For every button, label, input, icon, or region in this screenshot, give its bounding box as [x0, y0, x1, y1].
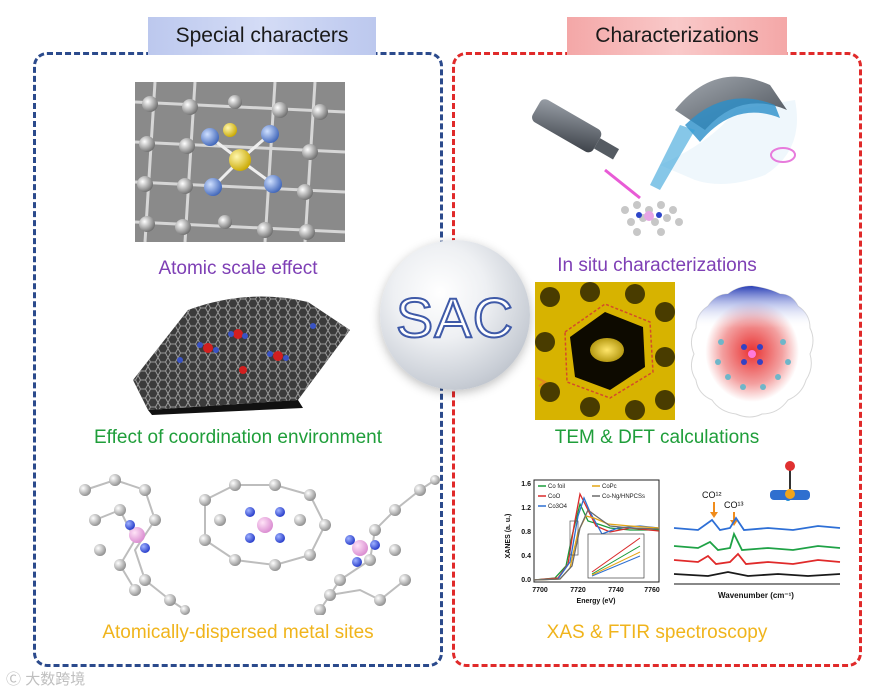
xanes-xtick-label: 7720: [570, 587, 586, 594]
in-situ-image: [532, 76, 797, 236]
xanes-ytick-label: 1.2: [521, 505, 531, 512]
atomic-scale-image: [135, 82, 345, 242]
legend-co-foil: Co foil: [548, 484, 565, 490]
legend-copc: CoPc: [602, 484, 617, 490]
ftir-xlabel: Wavenumber (cm⁻¹): [718, 591, 794, 600]
coordination-environment-caption: Effect of coordination environment: [94, 427, 382, 448]
dft-image: [690, 285, 814, 418]
xanes-xtick-label: 7740: [608, 587, 624, 594]
ftir-chart: CO¹² CO¹³ Wavenumber (cm⁻¹): [673, 461, 841, 600]
characterizations-header: Characterizations: [567, 17, 787, 55]
legend-co-ng: Co-Ng/HNPCSs: [602, 494, 645, 500]
xanes-ytick-label: 0.4: [521, 553, 531, 560]
xas-ftir-caption: XAS & FTIR spectroscopy: [546, 622, 768, 643]
ftir-co13-label: CO¹³: [724, 500, 744, 510]
xanes-chart: XANES (a. u.) 1.6 1.2 0.8 0.4 0.0 7700 7…: [505, 479, 660, 605]
watermark-text: 大数跨境: [25, 671, 86, 688]
metal-sites-caption: Atomically-dispersed metal sites: [102, 622, 374, 643]
xanes-ytick-label: 0.0: [521, 577, 531, 584]
ftir-co12-label: CO¹²: [702, 490, 722, 500]
watermark: Ⓒ 大数跨境: [6, 668, 85, 689]
special-characters-header: Special characters: [148, 17, 376, 55]
watermark-logo-icon: Ⓒ: [6, 671, 22, 688]
metal-sites-image: [79, 474, 440, 615]
xanes-xlabel: Energy (eV): [577, 598, 616, 605]
tem-image: [535, 282, 675, 420]
sac-label: SAC: [395, 285, 515, 350]
xanes-xtick-label: 7700: [532, 587, 548, 594]
legend-co3o4: Co3O4: [548, 504, 568, 510]
coordination-environment-image: [133, 296, 350, 415]
sac-sphere: [380, 240, 530, 390]
in-situ-caption: In situ characterizations: [557, 255, 757, 276]
xanes-ytick-label: 0.8: [521, 529, 531, 536]
xanes-ytick-label: 1.6: [521, 481, 531, 488]
legend-coo: CoO: [548, 494, 561, 500]
tem-dft-caption: TEM & DFT calculations: [554, 427, 760, 448]
xanes-ylabel: XANES (a. u.): [505, 514, 512, 559]
xanes-xtick-label: 7760: [644, 587, 660, 594]
atomic-scale-effect-caption: Atomic scale effect: [158, 258, 318, 279]
